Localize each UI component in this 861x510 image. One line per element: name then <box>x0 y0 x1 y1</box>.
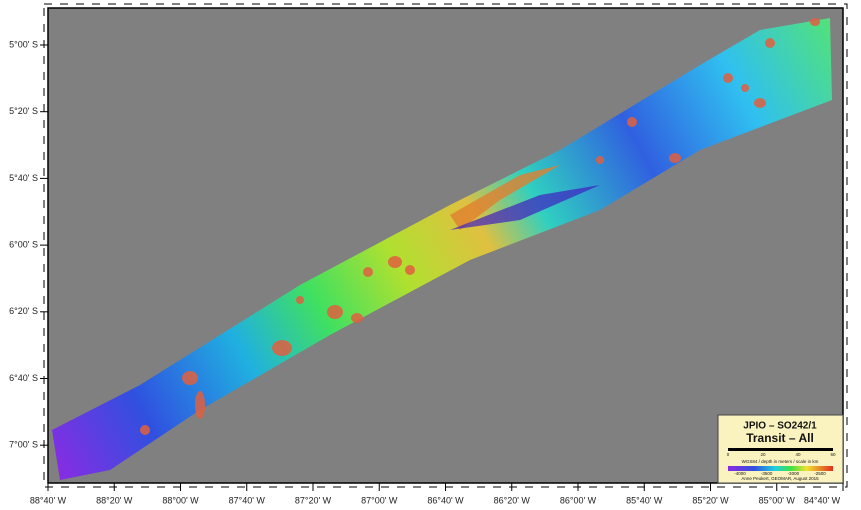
lon-label: 85°40' W <box>626 495 663 505</box>
lat-label: 6°00' S <box>9 239 38 249</box>
scale-bar <box>728 448 833 451</box>
lat-label: 6°20' S <box>9 306 38 316</box>
lon-label: 85°00' W <box>759 495 796 505</box>
scale-label: 40 <box>795 452 801 457</box>
lon-label: 88°20' W <box>96 495 133 505</box>
legend-caption: WGS84 / depth in meters / scale in km <box>742 459 819 464</box>
lon-label: 88°40' W <box>30 495 67 505</box>
lat-label: 5°40' S <box>9 173 38 183</box>
lon-label: 88°00' W <box>162 495 199 505</box>
lon-label: 86°20' W <box>494 495 531 505</box>
lon-label: 86°40' W <box>427 495 464 505</box>
scale-label: 60 <box>830 452 836 457</box>
lat-label: 6°40' S <box>9 373 38 383</box>
lon-label: 87°20' W <box>295 495 332 505</box>
lon-label: 85°20' W <box>692 495 729 505</box>
legend-title: JPIO – SO242/1 <box>743 421 817 432</box>
lat-label: 5°20' S <box>9 106 38 116</box>
lon-label: 87°40' W <box>229 495 266 505</box>
lat-label: 5°00' S <box>9 39 38 49</box>
lon-label: 86°00' W <box>560 495 597 505</box>
lat-label: 7°00' S <box>9 440 38 450</box>
lon-label: 87°00' W <box>361 495 398 505</box>
lon-label: 84°40' W <box>804 495 841 505</box>
legend-subtitle: Transit – All <box>746 431 814 445</box>
map: 5°00' S 5°20' S 5°40' S 6°00' S 6°20' S 6°40'… <box>0 0 861 510</box>
legend-credit: Anne Peukert, GEOMAR, August 2015 <box>741 476 819 481</box>
scale-label: 20 <box>760 452 766 457</box>
